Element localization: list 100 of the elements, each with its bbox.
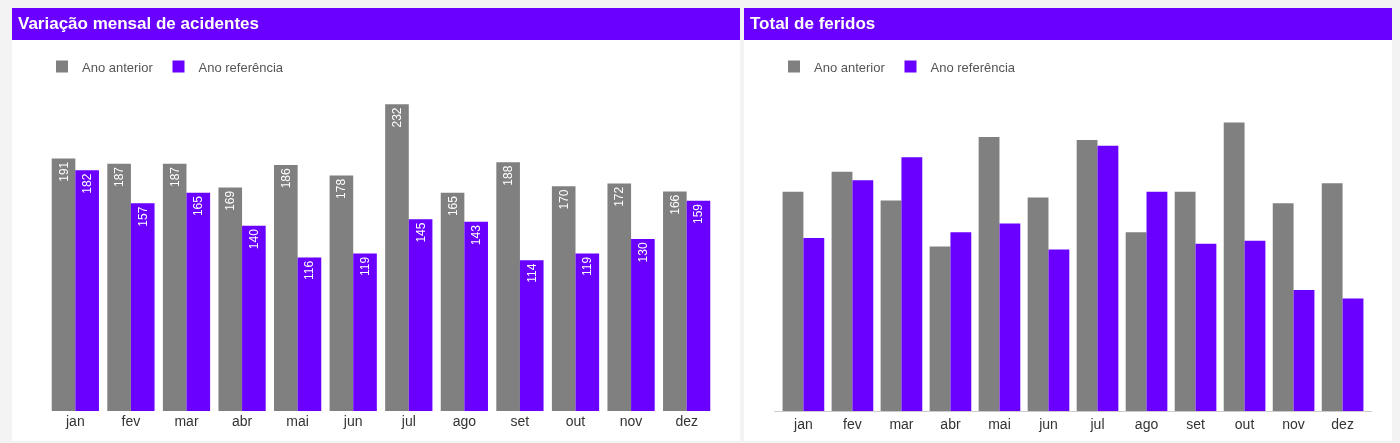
- data-label: 166: [667, 194, 682, 215]
- bar: [686, 200, 711, 411]
- x-tick-label: mar: [174, 413, 199, 429]
- bar: [408, 219, 433, 411]
- data-label: 165: [191, 195, 206, 217]
- bar: [929, 246, 951, 411]
- bar: [607, 183, 632, 411]
- bar: [1027, 197, 1049, 411]
- bar: [353, 253, 377, 411]
- x-tick-label: ago: [452, 413, 477, 429]
- data-label: 119: [358, 256, 373, 277]
- bar: [631, 239, 655, 411]
- data-label: 119: [580, 256, 595, 277]
- bar: [440, 192, 465, 411]
- bar: [162, 163, 187, 411]
- bar: [186, 192, 211, 411]
- data-label: 172: [612, 186, 627, 207]
- x-tick-label: abr: [940, 415, 961, 432]
- x-tick-label: mar: [889, 415, 914, 432]
- bar: [496, 162, 520, 411]
- bar: [1146, 191, 1168, 411]
- data-label: 191: [56, 161, 71, 182]
- bar: [551, 186, 576, 411]
- x-tick-label: ago: [1134, 415, 1159, 432]
- x-tick-label: jul: [1089, 415, 1105, 432]
- bar: [519, 260, 544, 411]
- x-tick-label: nov: [1282, 415, 1305, 432]
- data-label: 188: [501, 165, 516, 186]
- x-tick-label: set: [510, 413, 530, 429]
- bar: [1097, 145, 1119, 411]
- data-label: 143: [469, 224, 484, 246]
- data-label: 159: [691, 203, 706, 225]
- bar: [978, 137, 1000, 411]
- x-tick-label: dez: [1331, 415, 1354, 432]
- x-tick-label: jun: [342, 413, 363, 429]
- data-label: 186: [278, 167, 293, 189]
- bar: [1076, 139, 1098, 411]
- legend-label: Ano anterior: [82, 59, 154, 75]
- data-label: 145: [413, 222, 428, 243]
- bar: [1272, 203, 1294, 411]
- bar: [385, 104, 409, 411]
- data-label: 170: [556, 189, 571, 210]
- x-tick-label: mai: [988, 415, 1011, 432]
- x-tick-label: dez: [675, 413, 698, 429]
- bar: [852, 180, 874, 411]
- data-label: 187: [112, 166, 127, 188]
- bar: [51, 158, 76, 411]
- bar: [464, 221, 488, 411]
- bar: [803, 237, 825, 411]
- x-tick-label: jan: [65, 413, 85, 429]
- data-label: 169: [223, 190, 238, 211]
- bar: [880, 200, 902, 411]
- x-tick-label: set: [1186, 415, 1205, 432]
- bar: [1321, 183, 1343, 411]
- bar: [329, 175, 354, 411]
- bar: [575, 253, 600, 411]
- bar: [1244, 240, 1266, 411]
- bar: [1195, 243, 1217, 411]
- bar: [1125, 232, 1147, 411]
- legend-label: Ano referência: [198, 59, 284, 75]
- bar: [75, 170, 99, 411]
- data-label: 182: [80, 173, 95, 194]
- bar: [218, 187, 243, 411]
- data-label: 232: [389, 107, 404, 128]
- bar: [1174, 191, 1196, 411]
- data-label: 157: [135, 206, 150, 227]
- bar: [950, 232, 972, 411]
- data-label: 130: [635, 242, 650, 263]
- data-label: 178: [334, 178, 349, 199]
- bar: [1293, 289, 1315, 411]
- bar: [999, 223, 1021, 411]
- bar: [901, 157, 923, 411]
- x-tick-label: mai: [286, 413, 309, 429]
- bar: [242, 225, 266, 411]
- data-label: 165: [445, 195, 460, 217]
- data-label: 116: [302, 260, 317, 281]
- x-tick-label: jun: [1038, 415, 1058, 432]
- data-label: 140: [246, 228, 261, 250]
- bar: [782, 191, 804, 411]
- x-tick-label: abr: [231, 413, 253, 429]
- chart-title: Total de feridos: [744, 8, 1392, 40]
- x-tick-label: out: [1234, 415, 1255, 432]
- chart-title: Variação mensal de acidentes: [12, 8, 740, 40]
- legend-label: Ano anterior: [814, 59, 886, 75]
- x-tick-label: fev: [121, 413, 141, 429]
- data-label: 187: [167, 166, 182, 188]
- bar: [1223, 122, 1245, 411]
- x-tick-label: fev: [843, 415, 862, 432]
- bar: [1342, 298, 1364, 411]
- x-tick-label: jul: [400, 413, 416, 429]
- bar: [663, 191, 687, 411]
- legend-label: Ano referência: [930, 59, 1016, 75]
- bar: [107, 163, 131, 411]
- data-label: 114: [524, 263, 539, 283]
- bar: [274, 164, 298, 411]
- bar: [297, 257, 322, 411]
- x-tick-label: out: [565, 413, 586, 429]
- bar: [1048, 249, 1070, 411]
- x-tick-label: nov: [619, 413, 643, 429]
- bar: [130, 203, 155, 411]
